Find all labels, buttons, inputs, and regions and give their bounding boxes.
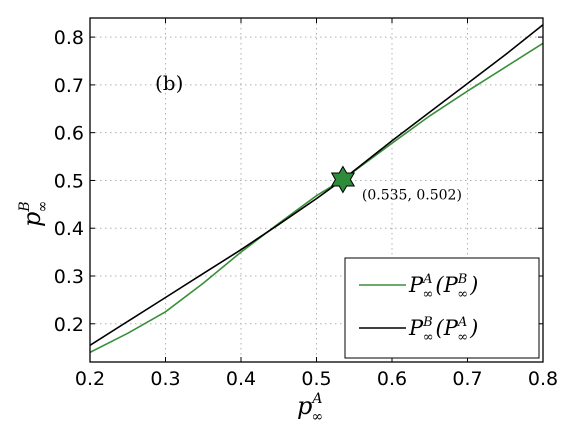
legend-0-b-sup: B [457, 272, 468, 287]
x-axis-label: pA ∞ [297, 391, 323, 425]
legend-1-b-sup: A [457, 315, 467, 330]
marker-group [330, 165, 356, 194]
legend: PA ∞(PB ∞) PB ∞(PA ∞) [344, 257, 540, 359]
series-line-1 [89, 24, 544, 346]
y-tick-label: 0.7 [54, 75, 84, 97]
legend-0-open: ( [435, 273, 444, 297]
hexagram-marker [330, 165, 356, 194]
axis-ticks: 0.2 0.3 0.4 0.5 0.6 0.7 0.8 0.2 0.3 0.4 0.5 0.6 0.7 0… [54, 18, 558, 390]
panel-label: (b) [155, 71, 183, 95]
y-tick-label: 0.6 [54, 123, 84, 145]
y-axis-label-sub: ∞ [35, 201, 51, 213]
grid [90, 18, 543, 362]
x-tick-label: 0.2 [75, 368, 105, 390]
legend-1-close: ) [469, 316, 478, 340]
y-axis-label-sup: B [17, 201, 33, 212]
x-axis-label-sup: A [310, 391, 322, 407]
legend-entry-black: PB ∞(PA ∞) [408, 315, 478, 345]
legend-1-a-sub: ∞ [423, 330, 434, 345]
legend-1-a: P [408, 316, 424, 340]
y-axis-label-base: p [18, 212, 46, 227]
x-tick-label: 0.8 [528, 368, 558, 390]
x-axis-label-base: p [297, 392, 312, 420]
series-line-0 [89, 42, 544, 354]
legend-1-open: ( [436, 316, 445, 340]
y-tick-label: 0.5 [54, 170, 84, 192]
legend-0-close: ) [469, 273, 478, 297]
x-tick-label: 0.5 [301, 368, 331, 390]
y-axis-label: pB ∞ [17, 201, 51, 227]
legend-entry-green: PA ∞(PB ∞) [408, 272, 478, 302]
x-tick-label: 0.7 [452, 368, 482, 390]
legend-1-b: P [443, 316, 459, 340]
legend-0-a-sup: A [422, 272, 432, 287]
legend-0-b: P [443, 273, 459, 297]
legend-0-a: P [408, 273, 424, 297]
marker-annotation: (0.535, 0.502) [362, 187, 462, 203]
x-tick-label: 0.4 [226, 368, 256, 390]
y-tick-label: 0.8 [54, 27, 84, 49]
x-tick-label: 0.3 [150, 368, 180, 390]
y-tick-label: 0.3 [54, 266, 84, 288]
y-tick-label: 0.2 [54, 314, 84, 336]
legend-0-a-sub: ∞ [423, 287, 434, 302]
legend-1-a-sup: B [422, 315, 433, 330]
legend-box [344, 257, 540, 359]
legend-1-b-sub: ∞ [457, 330, 468, 345]
series-layer [89, 24, 544, 354]
x-axis-label-sub: ∞ [312, 409, 324, 425]
y-tick-label: 0.4 [54, 218, 84, 240]
legend-0-b-sub: ∞ [457, 287, 468, 302]
x-tick-label: 0.6 [377, 368, 407, 390]
